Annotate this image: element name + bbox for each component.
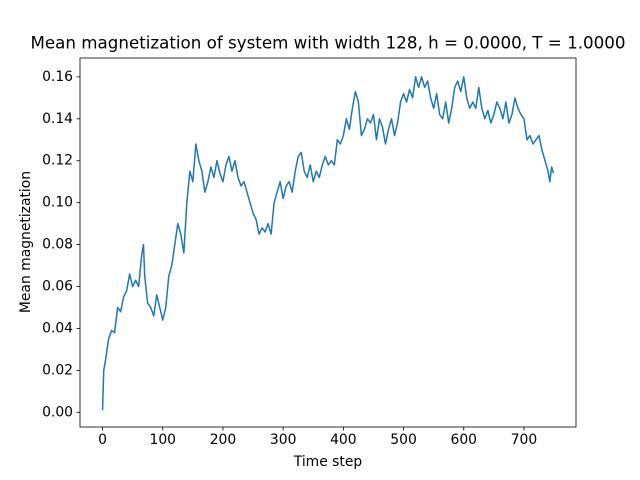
y-tick-label: 0.12 <box>42 153 73 169</box>
y-tick-label: 0.16 <box>42 69 73 85</box>
x-tick-label: 600 <box>450 432 477 448</box>
x-tick-label: 700 <box>511 432 538 448</box>
x-tick-label: 500 <box>390 432 417 448</box>
y-tick-label: 0.02 <box>42 362 73 378</box>
y-tick-label: 0.14 <box>42 111 73 127</box>
plot-frame <box>79 57 577 428</box>
y-tick-label: 0.06 <box>42 279 73 295</box>
x-tick-label: 400 <box>330 432 357 448</box>
y-tick-label: 0.00 <box>42 404 73 420</box>
y-tick-label: 0.08 <box>42 237 73 253</box>
x-tick-label: 100 <box>149 432 176 448</box>
chart-title: Mean magnetization of system with width … <box>31 33 626 53</box>
y-tick-label: 0.04 <box>42 320 73 336</box>
y-axis-label: Mean magnetization <box>18 171 34 313</box>
x-tick-label: 0 <box>98 432 107 448</box>
y-tick-label: 0.10 <box>42 195 73 211</box>
x-tick-label: 200 <box>210 432 237 448</box>
data-line <box>101 76 555 411</box>
x-tick-label: 300 <box>270 432 297 448</box>
x-axis-label: Time step <box>293 454 363 470</box>
